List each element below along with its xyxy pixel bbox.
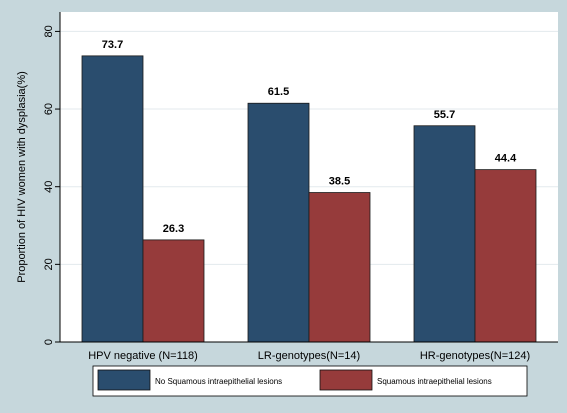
y-axis-label: Proportion of HIV women with dysplasia(%… <box>16 71 28 283</box>
legend-swatch-sil <box>319 369 373 391</box>
bar <box>81 55 144 343</box>
y-tick-label: 0 <box>43 339 55 345</box>
bar <box>474 169 537 343</box>
legend-label-no-sil: No Squamous intraepithelial lesions <box>155 377 282 386</box>
bars <box>81 55 537 343</box>
legend-box <box>92 365 528 397</box>
data-label: 38.5 <box>329 176 350 188</box>
x-tick-label: HPV negative (N=118) <box>88 350 198 362</box>
y-tick-label: 40 <box>43 181 55 193</box>
x-tick-labels: HPV negative (N=118) LR-genotypes(N=14) HR… <box>88 350 530 362</box>
x-tick-label: LR-genotypes(N=14) <box>258 350 360 362</box>
x-tick-label: HR-genotypes(N=124) <box>420 350 530 362</box>
y-ticks: 0 20 40 60 80 <box>43 25 60 345</box>
bar <box>142 239 205 343</box>
data-labels: 73.7 26.3 61.5 38.5 55.7 44.4 <box>102 39 517 235</box>
bar <box>413 125 476 343</box>
data-label: 55.7 <box>434 109 455 121</box>
bar <box>308 192 371 343</box>
legend: No Squamous intraepithelial lesions Squa… <box>92 365 528 397</box>
data-label: 26.3 <box>163 223 184 235</box>
y-tick-label: 80 <box>43 25 55 37</box>
data-label: 73.7 <box>102 39 123 51</box>
data-label: 44.4 <box>495 153 517 165</box>
data-label: 61.5 <box>268 86 289 98</box>
y-tick-label: 60 <box>43 103 55 115</box>
y-tick-label: 20 <box>43 258 55 270</box>
legend-label-sil: Squamous intraepithelial lesions <box>377 377 492 386</box>
bar <box>247 102 310 343</box>
legend-swatch-no-sil <box>97 369 151 391</box>
